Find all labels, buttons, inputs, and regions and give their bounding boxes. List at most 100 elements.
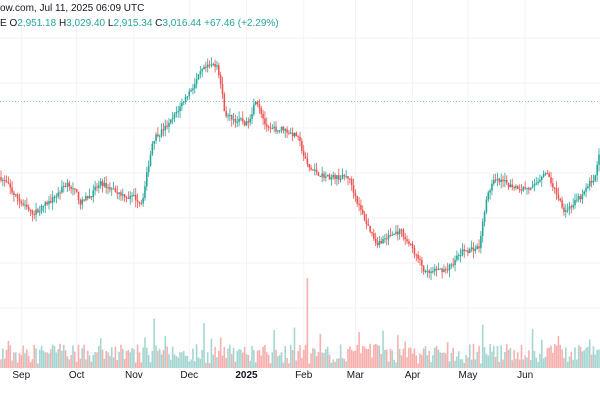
volume-bar: [205, 362, 207, 368]
candle-body: [576, 199, 578, 201]
volume-bar: [435, 345, 438, 368]
candle-body: [594, 175, 597, 181]
volume-bar: [166, 346, 168, 368]
candle-body: [112, 188, 115, 190]
candle-body: [387, 234, 390, 239]
candle-body: [557, 194, 560, 199]
candle-body: [400, 229, 403, 231]
candle-body: [184, 96, 187, 102]
candle-body: [37, 209, 39, 213]
volume-bar: [302, 350, 305, 368]
volume-bar: [214, 346, 216, 368]
candle-body: [555, 188, 558, 195]
volume-bar: [337, 358, 340, 368]
candle-body: [448, 264, 451, 271]
candle-body: [31, 210, 34, 215]
x-axis: Sep Oct Nov Dec 2025 Feb Mar Apr May Jun: [12, 370, 533, 381]
candle-body: [162, 129, 165, 131]
volume-bar: [330, 362, 333, 368]
volume-bar: [94, 352, 96, 368]
candle-body: [520, 189, 523, 191]
candle-body: [483, 211, 486, 222]
candle-body: [524, 187, 526, 189]
candle-body: [513, 187, 515, 189]
volume-bar: [234, 361, 237, 368]
volume-bar: [291, 350, 294, 368]
candle-body: [33, 214, 36, 216]
volume-bar: [385, 349, 388, 368]
volume-bar: [131, 347, 133, 368]
volume-bar: [264, 344, 266, 368]
volume-bar: [402, 348, 405, 368]
candle-body: [153, 140, 155, 144]
candle-body: [480, 235, 482, 249]
volume-bar: [146, 347, 148, 368]
volume-bar: [540, 339, 543, 368]
candle-body: [94, 186, 96, 191]
candle-body: [232, 119, 235, 121]
volume-bar: [387, 361, 390, 368]
candle-body: [61, 186, 63, 193]
volume-bar: [557, 335, 560, 368]
candle-body: [310, 167, 312, 170]
volume-bar: [349, 346, 351, 368]
volume-bar: [0, 359, 2, 368]
candle-body: [138, 201, 141, 204]
candle-body: [505, 179, 508, 183]
volume-bar: [443, 352, 445, 368]
volume-bar: [524, 355, 526, 368]
volume-bar: [358, 332, 360, 368]
volume-bar: [142, 347, 144, 368]
volume-bar: [27, 355, 30, 368]
candle-body: [256, 101, 259, 105]
candle-body: [313, 169, 316, 171]
volume-bar: [251, 345, 253, 368]
candle-body: [92, 190, 95, 198]
volume-bar: [457, 351, 460, 368]
volume-bar: [489, 344, 491, 368]
candle-body: [596, 164, 598, 176]
candle-body: [175, 111, 178, 114]
volume-bar: [243, 346, 246, 368]
candle-body: [0, 177, 2, 181]
volume-bar: [125, 351, 128, 368]
volume-bar: [421, 354, 423, 368]
volume-bar: [51, 344, 54, 368]
candle-body: [535, 183, 538, 185]
ohlc-change-value: +67.46 (+2.29%): [204, 18, 279, 29]
volume-bar: [393, 359, 395, 368]
candle-body: [197, 74, 200, 80]
volume-bar: [570, 351, 573, 368]
volume-bar: [439, 352, 442, 368]
volume-bar: [323, 353, 325, 368]
candle-body: [526, 188, 528, 190]
x-tick-label: May: [459, 370, 478, 381]
candle-body: [494, 179, 497, 181]
ohlc-readout: E O2,951.18 H3,029.40 L2,915.34 C3,016.4…: [0, 18, 279, 29]
candle-body: [193, 84, 196, 89]
candle-body: [306, 158, 309, 164]
candle-body: [308, 163, 311, 168]
candle-body: [168, 122, 170, 127]
volume-bar: [203, 323, 205, 368]
candle-body: [59, 192, 61, 194]
candle-body: [110, 188, 113, 190]
candle-body: [588, 181, 591, 187]
volume-bar: [509, 347, 512, 368]
candle-body: [491, 183, 493, 191]
volume-bar: [363, 346, 366, 368]
volume-bar: [96, 352, 98, 368]
candle-body: [302, 150, 305, 157]
candle-body: [334, 174, 336, 180]
volume-bar: [127, 349, 130, 368]
volume-bar: [494, 357, 497, 368]
candle-body: [26, 204, 28, 207]
volume-bar: [325, 349, 327, 368]
volume-bar: [13, 352, 15, 368]
volume-bar: [75, 361, 78, 368]
candle-body: [116, 192, 119, 194]
volume-bar: [485, 354, 488, 368]
candle-body: [297, 136, 299, 138]
candle-body: [583, 191, 586, 195]
